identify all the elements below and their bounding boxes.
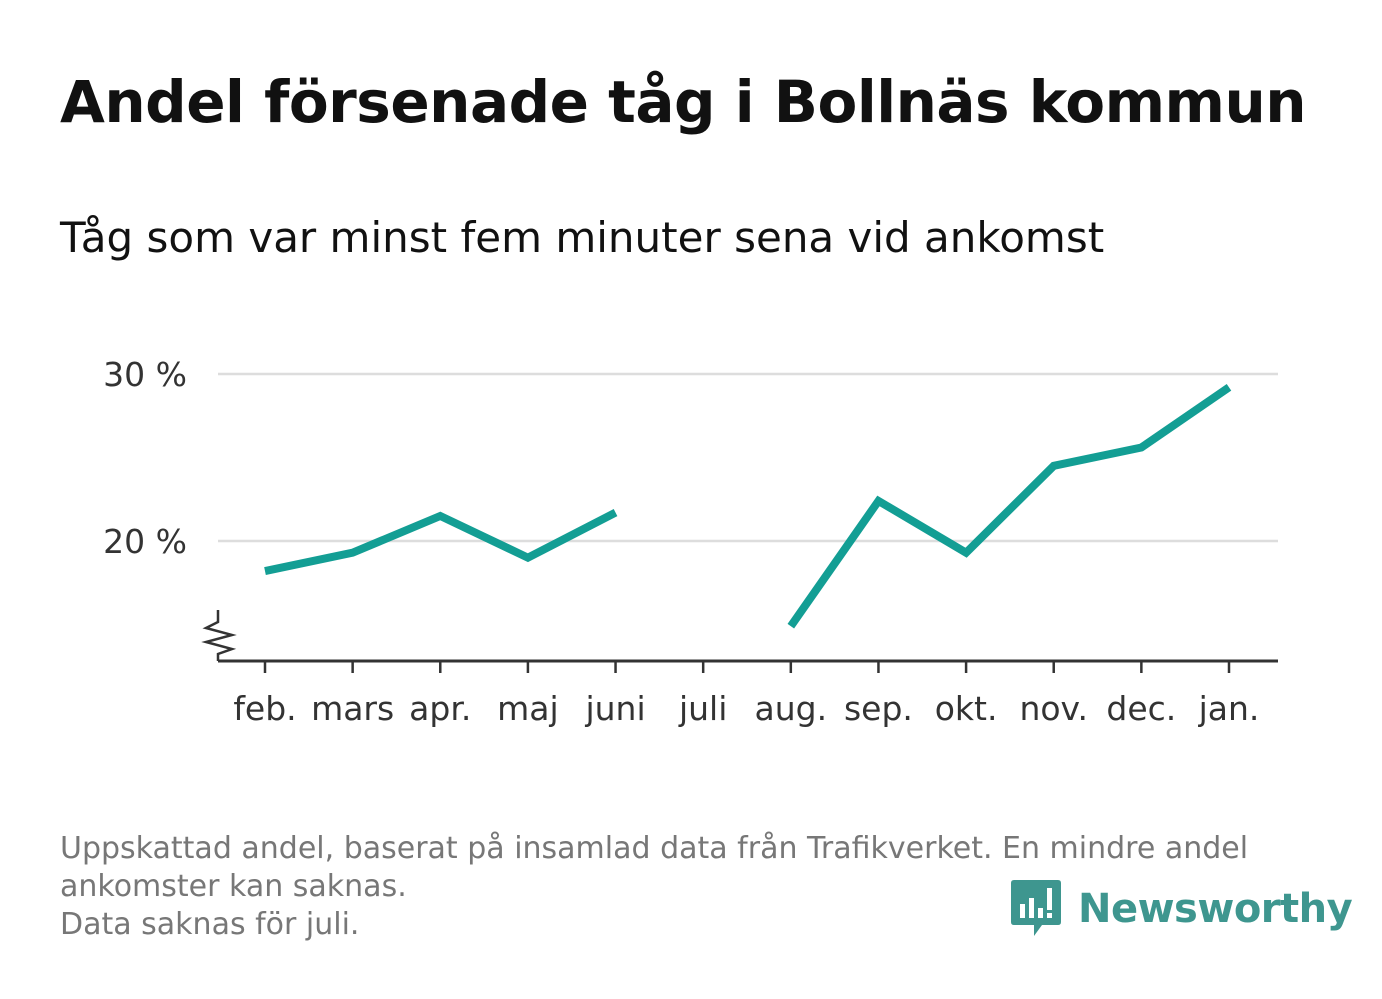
x-tick-label: okt. <box>935 689 998 728</box>
series-lines <box>264 384 1232 629</box>
series-line-segment-2 <box>787 384 1232 629</box>
x-tick-label: apr. <box>409 689 471 728</box>
y-tick-label: 20 % <box>103 522 187 561</box>
axis-break-icon <box>201 610 237 661</box>
footnote: Uppskattad andel, baserat på insamlad da… <box>60 830 1320 944</box>
x-tick-label: maj <box>497 689 559 728</box>
footnote-line-2: ankomster kan saknas. <box>60 869 407 904</box>
x-tick-label: juni <box>584 689 645 728</box>
y-tick-label: 30 % <box>103 355 187 394</box>
series-line-segment-1 <box>264 509 618 575</box>
y-axis-labels: 20 % 30 % <box>103 355 187 561</box>
chart-title: Andel försenade tåg i Bollnäs kommun <box>60 68 1307 136</box>
line-chart: 20 % 30 % feb. mars apr. maj juni juli aug. sep.… <box>103 355 1278 728</box>
footnote-line-1: Uppskattad andel, baserat på insamlad da… <box>60 831 1249 866</box>
x-axis-ticks: feb. mars apr. maj juni juli aug. sep. okt. nov. d… <box>233 661 1259 728</box>
chart-subtitle: Tåg som var minst fem minuter sena vid a… <box>60 213 1105 262</box>
x-tick-label: aug. <box>755 689 828 728</box>
x-tick-label: nov. <box>1019 689 1088 728</box>
brand-logo[interactable]: Newsworthy <box>1010 878 1353 940</box>
gridlines <box>218 372 1278 543</box>
brand-name: Newsworthy <box>1078 886 1353 932</box>
x-tick-label: mars <box>311 689 394 728</box>
x-tick-label: dec. <box>1106 689 1176 728</box>
newsworthy-logo-icon <box>1011 880 1061 936</box>
x-tick-label: jan. <box>1198 689 1260 728</box>
x-tick-label: feb. <box>233 689 296 728</box>
footnote-line-3: Data saknas för juli. <box>60 907 360 942</box>
x-axis <box>201 610 1278 663</box>
x-tick-label: juli <box>678 689 727 728</box>
x-tick-label: sep. <box>844 689 913 728</box>
